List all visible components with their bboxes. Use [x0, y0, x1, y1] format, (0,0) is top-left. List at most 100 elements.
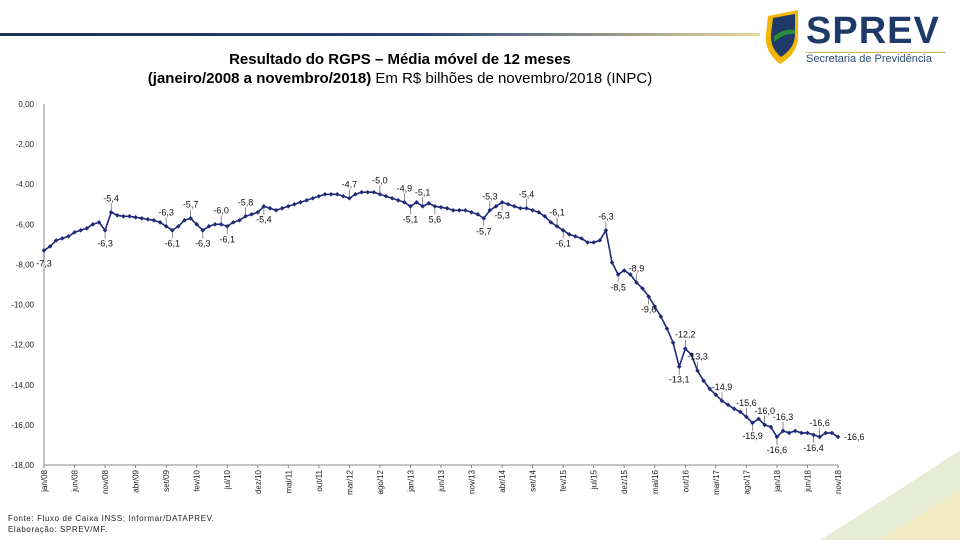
data-point [646, 294, 651, 299]
data-point [713, 392, 719, 398]
data-point [609, 260, 615, 265]
data-point [621, 268, 627, 273]
data-point [805, 430, 810, 436]
x-tick-label: jul/10 [223, 469, 232, 490]
data-point [139, 216, 145, 221]
x-tick-label: dez/15 [620, 469, 629, 494]
data-label: -5,4 [519, 189, 535, 199]
data-label: -14,9 [712, 382, 733, 392]
data-label: -5,1 [415, 187, 431, 197]
data-point [157, 220, 163, 225]
data-point [169, 228, 175, 233]
data-label: -8,9 [629, 263, 645, 273]
data-point [450, 207, 456, 213]
data-point [737, 409, 743, 415]
x-tick-label: out/16 [681, 469, 690, 492]
data-point [133, 215, 138, 220]
data-point [597, 238, 603, 243]
x-tick-label: fev/15 [559, 469, 568, 491]
data-point [340, 193, 346, 199]
header-rule [0, 33, 760, 36]
data-label: -7,3 [36, 258, 52, 268]
data-point [823, 430, 829, 436]
data-point [695, 368, 700, 374]
data-point [505, 201, 511, 207]
data-point [725, 402, 731, 408]
data-point [469, 210, 474, 215]
y-tick-label: -12,00 [11, 341, 34, 350]
data-point [719, 398, 725, 404]
x-tick-label: set/14 [529, 469, 538, 491]
data-point [683, 346, 688, 351]
data-point [444, 205, 450, 211]
y-tick-label: 0,00 [18, 100, 34, 109]
shield-flag-icon [765, 10, 798, 64]
x-tick-label: jun/08 [71, 469, 80, 492]
x-tick-label: set/09 [162, 469, 171, 491]
x-tick-label: ago/17 [742, 469, 751, 494]
data-label: -8,5 [610, 282, 626, 292]
data-label: -5,7 [183, 199, 199, 209]
data-point [780, 428, 786, 434]
data-point [273, 207, 279, 213]
y-tick-label: -8,00 [16, 260, 35, 269]
data-point [664, 326, 670, 331]
data-point [121, 214, 126, 219]
data-point [438, 204, 444, 210]
data-point [377, 191, 383, 197]
data-point [414, 199, 419, 205]
data-label: -6,1 [555, 238, 571, 248]
data-point [786, 430, 792, 436]
x-tick-label: mai/11 [284, 469, 293, 493]
data-point [316, 193, 322, 199]
data-point [279, 205, 285, 211]
data-point [432, 203, 438, 209]
data-point [493, 203, 499, 209]
data-label: -16,4 [803, 443, 824, 453]
data-point [47, 244, 53, 249]
data-point [102, 228, 108, 233]
x-tick-label: fev/10 [193, 469, 202, 491]
data-label: -16,6 [844, 432, 865, 442]
data-point [328, 191, 334, 197]
data-label: -4,9 [397, 183, 413, 193]
chart-source: Fonte: Fluxo de Caixa INSS; Informar/DAT… [8, 513, 215, 535]
data-label: -5,4 [256, 214, 272, 224]
title-period: (janeiro/2008 a novembro/2018) [147, 70, 372, 87]
data-point [249, 212, 254, 217]
data-point [566, 232, 572, 237]
x-tick-label: jan/08 [40, 469, 49, 492]
data-point [365, 189, 371, 195]
data-point [163, 224, 169, 229]
data-point [615, 272, 621, 277]
x-tick-label: dez/10 [254, 469, 263, 494]
y-tick-label: -14,00 [11, 381, 34, 390]
data-label: -5,1 [403, 214, 419, 224]
data-point [206, 224, 212, 229]
data-point [267, 205, 273, 211]
logo-subtitle: Secretaria de Previdência [806, 53, 932, 65]
data-point [292, 201, 297, 207]
x-tick-label: ago/12 [376, 469, 385, 494]
data-point [389, 195, 395, 201]
data-label: -15,6 [736, 398, 757, 408]
corner-decoration [820, 450, 960, 540]
data-point [200, 228, 206, 233]
x-tick-label: mar/12 [345, 469, 354, 494]
data-point [237, 218, 242, 223]
data-point [670, 340, 676, 345]
data-label: -16,0 [754, 406, 775, 416]
data-point [371, 189, 377, 195]
x-tick-label: mar/17 [712, 469, 721, 494]
data-point [511, 203, 517, 209]
data-point [218, 222, 224, 227]
data-point [322, 191, 328, 197]
data-point [426, 200, 432, 206]
title-units: Em R$ bilhões de novembro/2018 (INPC) [371, 70, 653, 87]
data-label: -6,3 [158, 207, 174, 217]
credit-text: Elaboração: SPREV/MF. [8, 525, 108, 534]
x-tick-label: out/11 [315, 469, 324, 491]
data-point [145, 217, 151, 222]
data-point [811, 432, 816, 438]
data-point [768, 424, 774, 430]
